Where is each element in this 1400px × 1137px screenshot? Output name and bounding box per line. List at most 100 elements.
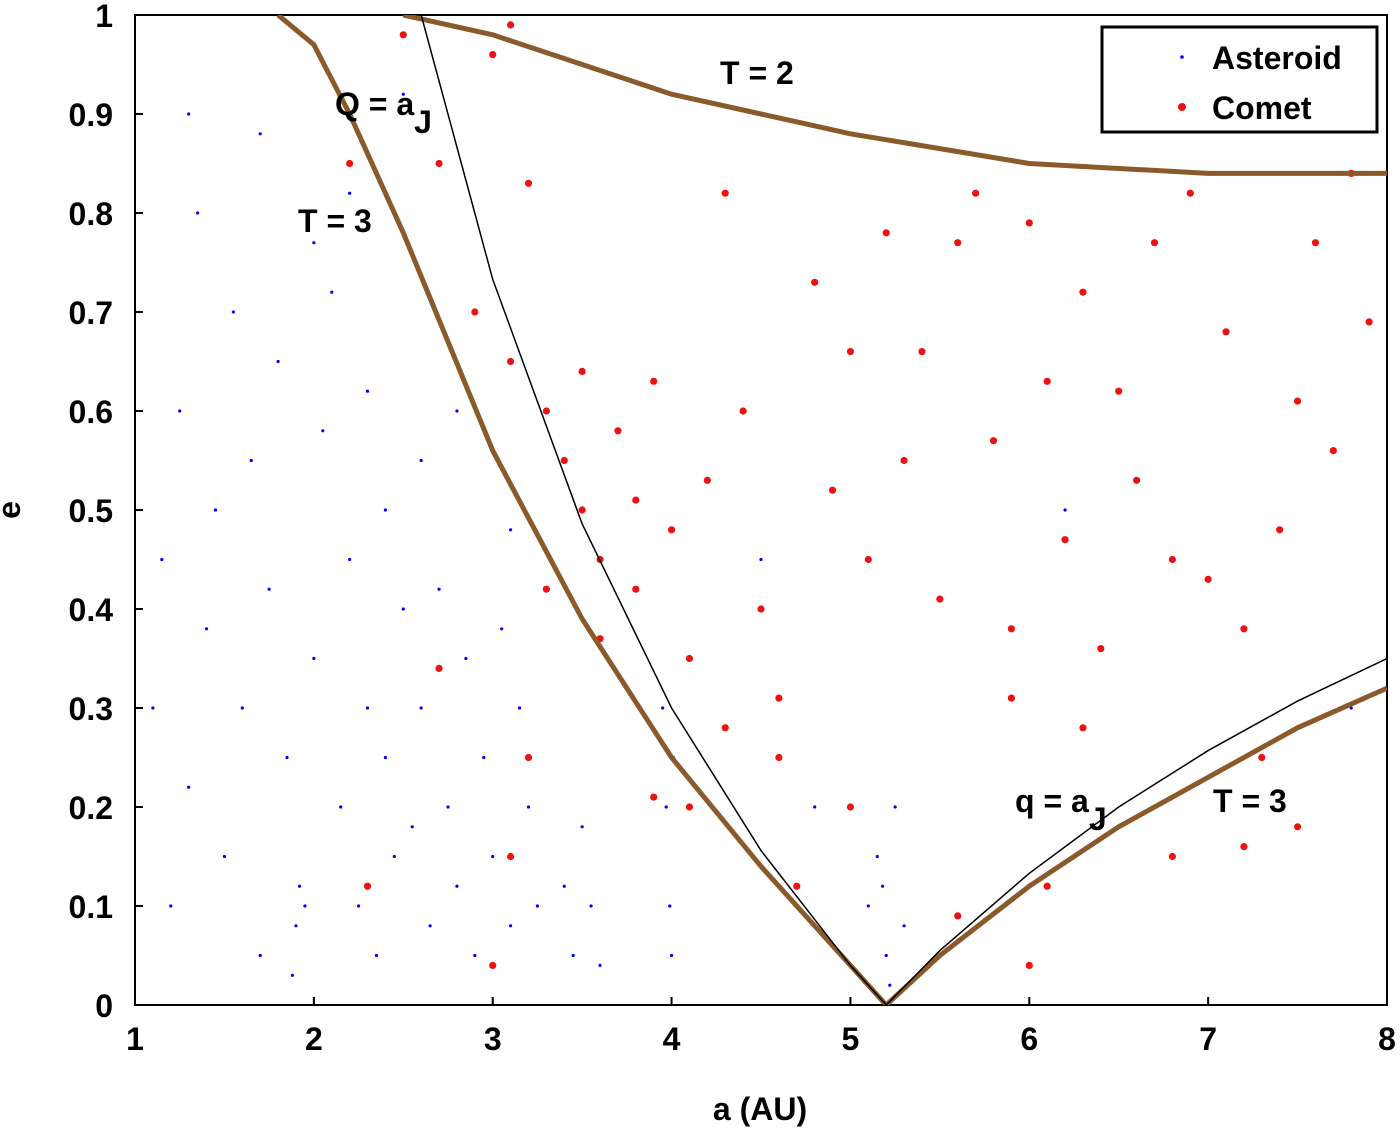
asteroid-point [598, 963, 602, 968]
asteroid-point [312, 656, 316, 661]
asteroid-point [571, 953, 575, 958]
comet-point [560, 456, 568, 465]
comet-point [1329, 447, 1337, 455]
asteroid-point [401, 607, 405, 611]
y-tick-label: 0.7 [69, 295, 113, 331]
annotation: T = 3 [298, 203, 372, 239]
asteroid-point [419, 706, 423, 710]
x-tick-label: 1 [126, 1021, 144, 1057]
annotation-subscript: J [1089, 801, 1107, 837]
comet-point [1365, 318, 1373, 326]
asteroid-point [258, 953, 262, 958]
asteroid-point [455, 884, 459, 888]
annotation: T = 2 [720, 55, 794, 91]
x-tick-label: 2 [305, 1021, 323, 1057]
asteroid-point [187, 112, 191, 116]
comet-point [1043, 882, 1051, 890]
legend-label: Asteroid [1212, 40, 1342, 76]
asteroid-point [437, 587, 441, 591]
comet-point [542, 585, 550, 593]
comet-point [524, 179, 533, 187]
comet-point [685, 803, 694, 811]
asteroid-point [240, 706, 244, 710]
asteroid-point [884, 953, 888, 958]
asteroid-point [356, 904, 361, 908]
asteroid-point [267, 587, 271, 591]
asteroid-point [178, 409, 182, 413]
comet-point [882, 229, 890, 237]
asteroid-point [517, 706, 522, 710]
asteroid-point [410, 825, 414, 829]
asteroid-point [419, 458, 423, 463]
asteroid-point [881, 884, 885, 888]
asteroid-point [562, 884, 566, 888]
comet-point [1007, 625, 1016, 633]
asteroid-point [321, 429, 325, 433]
asteroid-point [455, 409, 459, 413]
asteroid-point [428, 924, 432, 928]
asteroid-point [312, 241, 316, 245]
comet-point [989, 437, 998, 445]
asteroid-point [222, 854, 227, 859]
y-tick-label: 0.1 [69, 889, 113, 925]
asteroid-point [491, 854, 495, 859]
comet-point [650, 377, 658, 385]
asteroid-point [330, 290, 334, 294]
asteroid-point [668, 904, 672, 908]
annotation-text: q = a [1015, 783, 1089, 819]
comet-point [1097, 645, 1105, 653]
comet-point [1222, 328, 1230, 336]
comet-point [1240, 625, 1248, 633]
annotation-text: T = 3 [1213, 783, 1287, 819]
y-tick-label: 0.6 [69, 394, 113, 430]
asteroid-point [526, 805, 531, 809]
comet-point [1150, 239, 1159, 247]
asteroid-point [464, 656, 468, 661]
x-tick-label: 3 [484, 1021, 502, 1057]
asteroid-point [249, 458, 253, 463]
asteroid-point [401, 92, 405, 96]
y-tick-label: 0.9 [69, 97, 113, 133]
asteroid-point [294, 924, 298, 928]
asteroid-point [661, 706, 665, 710]
comet-point [1293, 397, 1302, 405]
asteroid-point [888, 983, 892, 987]
x-axis-label: a (AU) [713, 1091, 807, 1127]
asteroid-point [664, 805, 668, 809]
comet-point [578, 506, 586, 514]
asteroid-point [290, 973, 294, 977]
asteroid-point [383, 508, 387, 512]
y-tick-label: 0 [95, 988, 113, 1024]
x-tick-label: 7 [1199, 1021, 1217, 1057]
annotation-text: T = 2 [720, 55, 794, 91]
comet-point [775, 694, 783, 702]
curve [402, 15, 1387, 176]
asteroid-point [669, 953, 674, 958]
asteroid-point [893, 805, 897, 809]
comet-point [507, 852, 515, 861]
comet-point [507, 21, 515, 29]
asteroid-point [213, 508, 218, 512]
asteroid-point [374, 953, 379, 958]
comet-point [1240, 843, 1248, 851]
asteroid-point [348, 191, 352, 195]
comet-point [1025, 219, 1033, 227]
asteroid-point [276, 359, 280, 364]
asteroid-point [365, 389, 370, 393]
x-tick-label: 5 [842, 1021, 860, 1057]
comet-point [507, 357, 515, 366]
x-tick-label: 8 [1378, 1021, 1396, 1057]
comet-point [1276, 526, 1284, 534]
comet-point [954, 912, 962, 920]
y-axis-label: e [0, 501, 27, 519]
legend-label: Comet [1212, 90, 1312, 126]
curve [885, 657, 1387, 1005]
comet-point [578, 367, 586, 375]
comet-point [524, 753, 533, 762]
comet-point [721, 724, 729, 732]
comet-point [399, 31, 407, 39]
asteroid-point [187, 785, 191, 789]
comet-point [703, 476, 711, 484]
comet-point [864, 555, 872, 564]
comet-point [632, 496, 640, 504]
